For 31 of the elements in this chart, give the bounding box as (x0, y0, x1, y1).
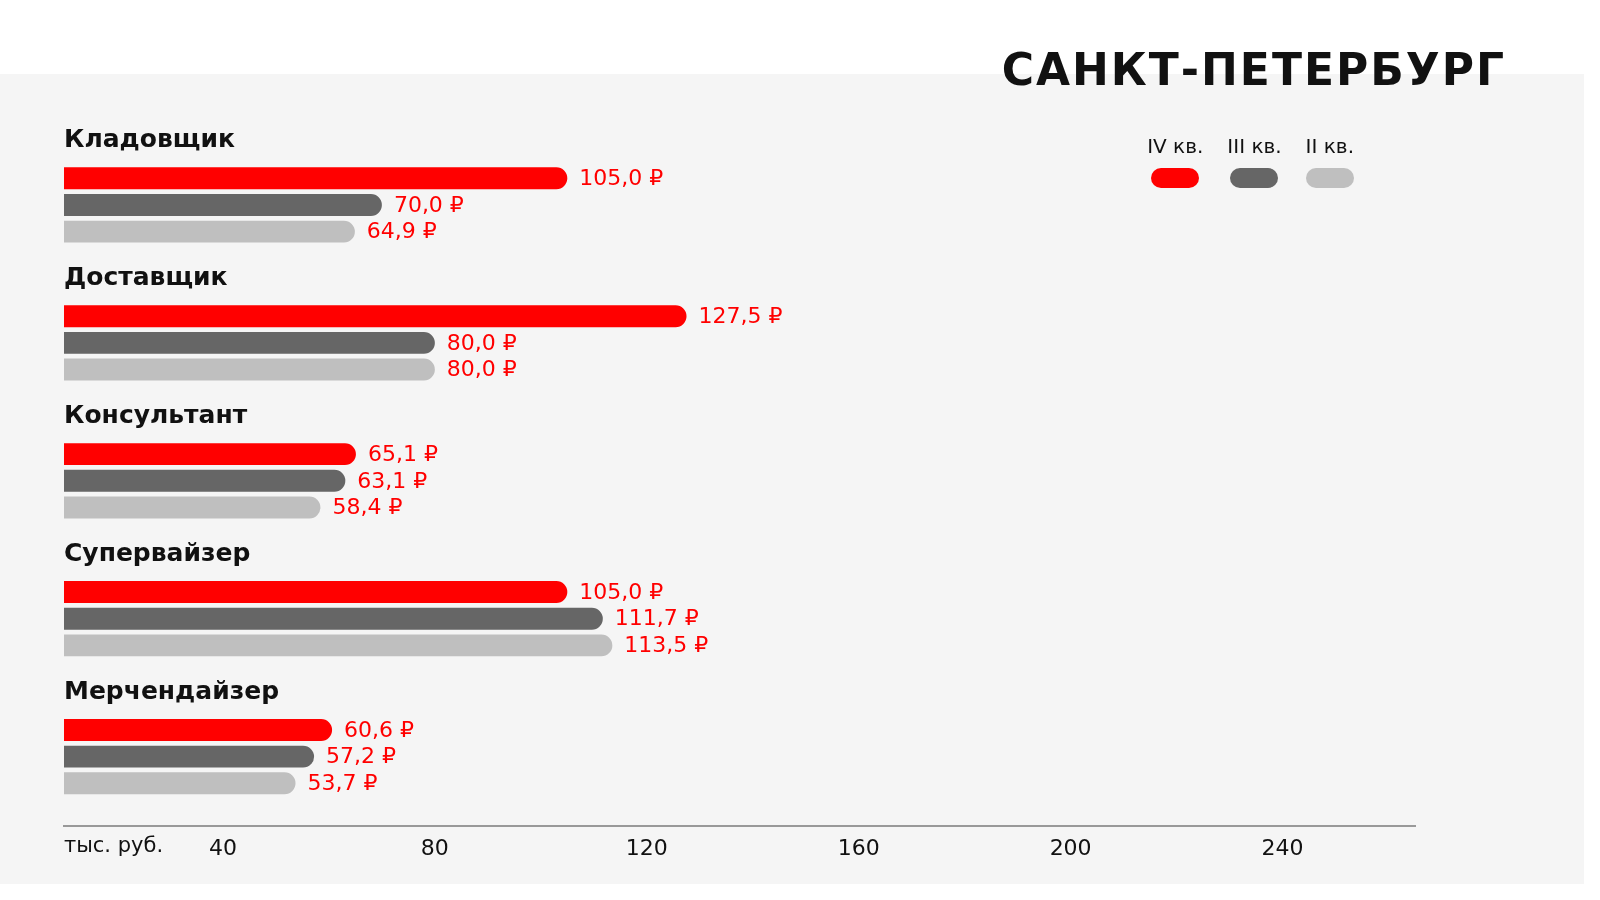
data-label: 80,0 ₽ (446, 356, 517, 382)
y-tick-label: Мерчендайзер (64, 676, 280, 706)
data-label: 53,7 ₽ (307, 770, 378, 796)
data-label: 58,4 ₽ (332, 494, 403, 520)
y-tick-label: Консультант (64, 400, 248, 430)
text: III кв. (1227, 134, 1282, 158)
y-tick-label: Кладовщик (64, 124, 235, 154)
data-label: 105,0 ₽ (579, 578, 664, 604)
x-axis-title: тыс. руб. (64, 832, 164, 857)
data-label: 113,5 ₽ (624, 632, 709, 658)
data-label: 63,1 ₽ (357, 467, 428, 493)
y-tick-label: Супервайзер (64, 538, 251, 568)
x-tick-label: 80 (420, 834, 449, 860)
x-tick-label: 160 (837, 834, 880, 860)
data-label: 127,5 ₽ (698, 302, 783, 328)
data-label: 64,9 ₽ (366, 218, 437, 244)
x-tick-label: 40 (208, 834, 237, 860)
data-label: 60,6 ₽ (344, 716, 415, 742)
chart-title: САНКТ-ПЕТЕРБУРГ (1001, 44, 1506, 95)
x-tick-label: 200 (1049, 834, 1092, 860)
data-label: 57,2 ₽ (326, 743, 397, 769)
text: IV кв. (1147, 134, 1204, 158)
data-label: 80,0 ₽ (446, 329, 517, 355)
x-tick-label: 120 (625, 834, 668, 860)
y-tick-label: Доставщик (64, 262, 228, 292)
x-tick-label: 240 (1261, 834, 1304, 860)
data-label: 65,1 ₽ (367, 440, 438, 466)
data-label: 105,0 ₽ (579, 165, 664, 191)
data-label: 111,7 ₽ (614, 605, 699, 631)
data-label: 70,0 ₽ (393, 191, 464, 217)
text: II кв. (1305, 134, 1354, 158)
